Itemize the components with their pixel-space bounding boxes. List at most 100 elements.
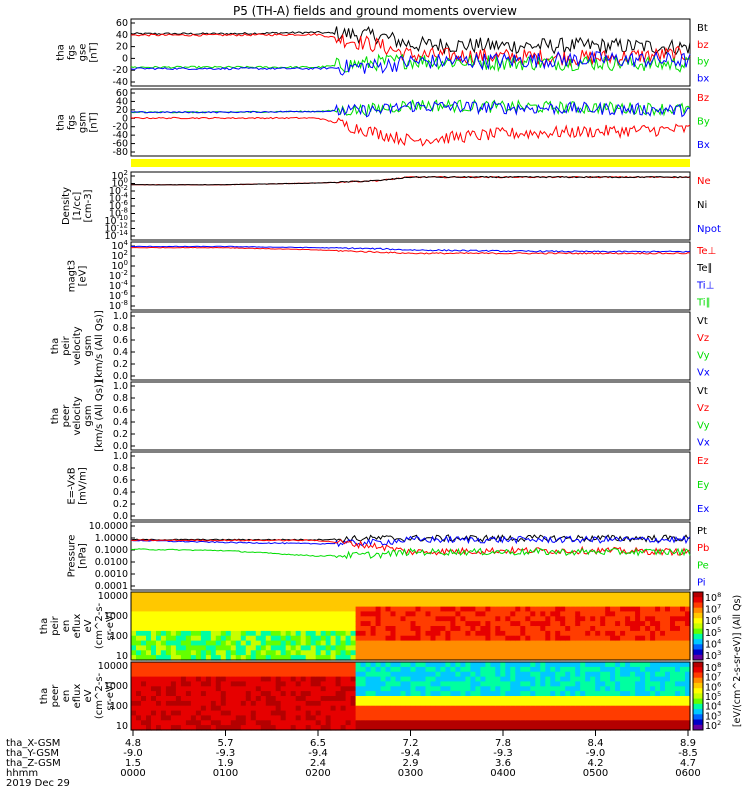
heatmap-cell xyxy=(555,640,561,647)
heatmap-cell xyxy=(410,681,417,687)
heatmap-cell xyxy=(270,700,277,707)
heatmap-cell xyxy=(595,606,601,613)
heatmap-cell xyxy=(665,626,671,632)
heatmap-cell xyxy=(405,650,412,656)
y-axis-label: E=-VxB[mV/m] xyxy=(67,467,89,505)
heatmap-cell xyxy=(330,655,337,661)
heatmap-cell xyxy=(630,650,636,656)
heatmap-cell xyxy=(325,655,332,661)
heatmap-cell xyxy=(675,611,681,617)
heatmap-cell xyxy=(600,630,606,637)
heatmap-cell xyxy=(450,630,456,637)
heatmap-cell xyxy=(225,650,232,656)
heatmap-cell xyxy=(555,621,561,627)
heatmap-cell xyxy=(160,640,167,647)
heatmap-cell xyxy=(435,696,442,702)
heatmap-cell xyxy=(410,725,417,731)
heatmap-cell xyxy=(260,655,267,661)
heatmap-cell xyxy=(640,655,646,661)
heatmap-cell xyxy=(515,596,521,603)
heatmap-cell xyxy=(430,655,437,661)
heatmap-cell xyxy=(490,655,496,661)
heatmap-cell xyxy=(530,720,536,726)
heatmap-cell xyxy=(141,671,147,678)
x-row-value: 8.4 xyxy=(588,738,604,749)
heatmap-cell xyxy=(540,705,546,712)
heatmap-cell xyxy=(585,671,591,678)
heatmap-cell xyxy=(175,655,182,661)
heatmap-cell xyxy=(455,662,461,668)
heatmap-cell xyxy=(645,621,651,627)
heatmap-cell xyxy=(160,686,167,692)
heatmap-cell xyxy=(530,662,536,668)
heatmap-cell xyxy=(680,725,686,731)
heatmap-cell xyxy=(585,696,591,702)
heatmap-cell xyxy=(365,640,372,647)
heatmap-cell xyxy=(300,681,307,687)
heatmap-cell xyxy=(470,621,476,627)
heatmap-cell xyxy=(410,720,417,726)
heatmap-cell xyxy=(260,720,267,726)
heatmap-cell xyxy=(400,681,407,687)
heatmap-cell xyxy=(585,700,591,707)
heatmap-cell xyxy=(265,635,272,642)
heatmap-cell xyxy=(680,611,686,617)
heatmap-cell xyxy=(670,700,676,707)
heatmap-cell xyxy=(285,691,292,697)
heatmap-cell xyxy=(335,691,342,697)
heatmap-cell xyxy=(260,691,267,697)
heatmap-cell xyxy=(420,606,427,613)
heatmap-cell xyxy=(500,720,506,726)
heatmap-cell xyxy=(640,616,646,622)
heatmap-cell xyxy=(340,626,347,632)
heatmap-cell xyxy=(610,681,616,687)
heatmap-cell xyxy=(151,681,157,687)
heatmap-cell xyxy=(265,611,272,617)
heatmap-cell xyxy=(136,626,142,632)
colorbar-swatch xyxy=(693,682,703,689)
heatmap-cell xyxy=(405,596,412,603)
heatmap-cell xyxy=(400,671,407,678)
heatmap-cell xyxy=(375,621,382,627)
heatmap-cell xyxy=(580,635,586,642)
heatmap-cell xyxy=(210,671,217,678)
heatmap-cell xyxy=(640,621,646,627)
heatmap-cell xyxy=(505,686,511,692)
heatmap-cell xyxy=(160,700,167,707)
heatmap-cell xyxy=(525,705,531,712)
heatmap-cell xyxy=(360,686,367,692)
heatmap-cell xyxy=(385,640,392,647)
heatmap-cell xyxy=(620,666,626,673)
heatmap-cell xyxy=(200,705,207,712)
heatmap-cell xyxy=(650,592,656,598)
heatmap-cell xyxy=(500,671,506,678)
heatmap-cell xyxy=(530,635,536,642)
heatmap-cell xyxy=(280,592,287,598)
heatmap-cell xyxy=(620,691,626,697)
heatmap-cell xyxy=(141,710,147,717)
legend-entry: Vt xyxy=(697,316,708,327)
heatmap-cell xyxy=(605,626,611,632)
heatmap-cell xyxy=(410,601,417,608)
heatmap-cell xyxy=(156,611,162,617)
heatmap-cell xyxy=(630,592,636,598)
heatmap-cell xyxy=(475,611,481,617)
heatmap-cell xyxy=(675,700,681,707)
heatmap-cell xyxy=(590,655,596,661)
heatmap-cell xyxy=(425,725,432,731)
heatmap-cell xyxy=(165,630,172,637)
heatmap-cell xyxy=(580,666,586,673)
heatmap-cell xyxy=(570,676,576,683)
heatmap-cell xyxy=(165,601,172,608)
heatmap-cell xyxy=(615,710,621,717)
heatmap-cell xyxy=(330,650,337,656)
heatmap-cell xyxy=(345,601,352,608)
heatmap-cell xyxy=(595,635,601,642)
heatmap-cell xyxy=(680,596,686,603)
heatmap-cell xyxy=(495,630,501,637)
heatmap-cell xyxy=(405,645,412,651)
heatmap-cell xyxy=(650,710,656,717)
heatmap-cell xyxy=(151,606,157,613)
heatmap-cell xyxy=(570,611,576,617)
